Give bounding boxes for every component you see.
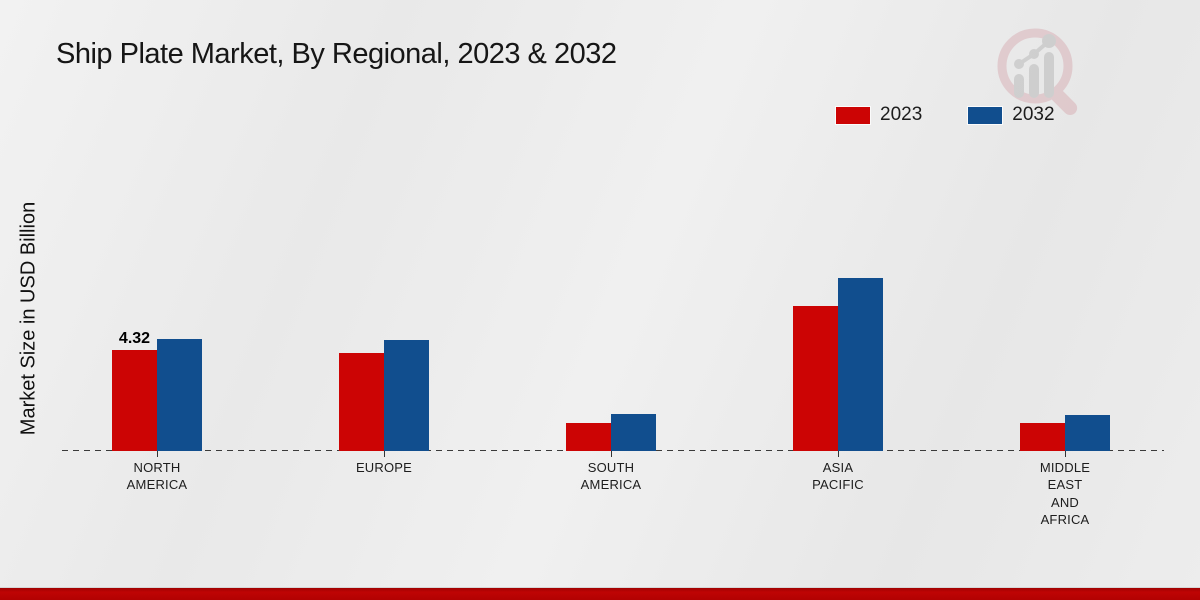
legend-label-2023: 2023 <box>880 104 923 125</box>
legend-item-2023: 2023 <box>836 104 922 126</box>
bar-2023-asia-pacific <box>793 306 838 451</box>
axis-tick <box>157 451 158 457</box>
legend-item-2032: 2032 <box>968 104 1055 126</box>
axis-tick <box>611 451 612 457</box>
legend-label-2032: 2032 <box>1012 104 1055 125</box>
category-label-europe: EUROPE <box>355 460 413 475</box>
category-label-south-america: SOUTH AMERICA <box>580 460 642 493</box>
legend: 2023 2032 <box>836 104 1055 126</box>
bar-2023-europe <box>339 353 384 451</box>
axis-tick <box>1065 451 1066 457</box>
category-label-asia-pacific: ASIA PACIFIC <box>812 460 864 493</box>
bar-2032-north-america <box>157 339 202 451</box>
legend-swatch-2023 <box>836 106 870 124</box>
bar-2032-south-america <box>611 414 656 451</box>
bar-2023-north-america <box>112 350 157 451</box>
magnifier-bar-chart-logo-icon <box>997 28 1078 116</box>
bar-2032-asia-pacific <box>838 278 883 451</box>
footer-accent-bar <box>0 587 1200 600</box>
category-label-north-america: NORTH AMERICA <box>126 460 188 493</box>
bar-2023-middle-east-and-africa <box>1020 423 1065 451</box>
bar-2032-middle-east-and-africa <box>1065 415 1110 451</box>
bar-2023-south-america <box>566 423 611 451</box>
data-label: 4.32 <box>118 330 151 347</box>
chart-title: Ship Plate Market, By Regional, 2023 & 2… <box>56 38 617 70</box>
category-label-middle-east-and-africa: MIDDLE EAST AND AFRICA <box>1039 460 1091 527</box>
bar-2032-europe <box>384 340 429 451</box>
axis-tick <box>384 451 385 457</box>
legend-swatch-2032 <box>968 106 1003 124</box>
axis-tick <box>838 451 839 457</box>
